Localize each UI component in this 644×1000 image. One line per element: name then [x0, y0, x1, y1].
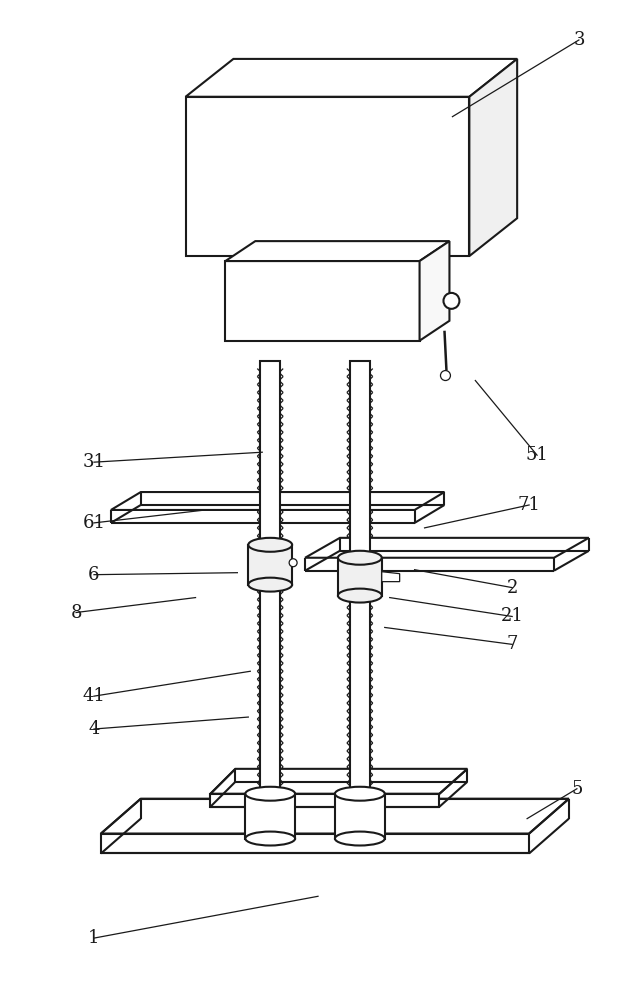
Ellipse shape: [338, 551, 382, 565]
Ellipse shape: [245, 832, 295, 846]
Text: 7: 7: [506, 635, 518, 653]
Polygon shape: [249, 545, 292, 585]
Polygon shape: [225, 241, 450, 261]
Ellipse shape: [245, 787, 295, 801]
Polygon shape: [211, 794, 439, 807]
Polygon shape: [101, 834, 529, 853]
Text: 8: 8: [70, 604, 82, 622]
Polygon shape: [211, 769, 468, 794]
Polygon shape: [382, 572, 400, 582]
Ellipse shape: [335, 787, 384, 801]
Ellipse shape: [440, 371, 450, 381]
Text: 2: 2: [506, 579, 518, 597]
Ellipse shape: [249, 538, 292, 552]
Text: 31: 31: [82, 453, 106, 471]
Polygon shape: [305, 538, 589, 558]
Text: 71: 71: [518, 496, 540, 514]
Ellipse shape: [249, 578, 292, 592]
Text: 21: 21: [501, 607, 524, 625]
Polygon shape: [245, 794, 295, 839]
Ellipse shape: [335, 832, 384, 846]
Polygon shape: [338, 558, 382, 596]
Text: 5: 5: [571, 780, 583, 798]
Text: 1: 1: [88, 929, 100, 947]
Polygon shape: [350, 361, 370, 794]
Text: 6: 6: [88, 566, 100, 584]
Text: 3: 3: [573, 31, 585, 49]
Text: 61: 61: [82, 514, 106, 532]
Ellipse shape: [444, 293, 459, 309]
Ellipse shape: [338, 589, 382, 603]
Polygon shape: [185, 59, 517, 97]
Polygon shape: [185, 97, 469, 256]
Polygon shape: [225, 261, 420, 341]
Polygon shape: [101, 799, 569, 834]
Polygon shape: [260, 361, 280, 794]
Polygon shape: [420, 241, 450, 341]
Text: 41: 41: [82, 687, 106, 705]
Text: 4: 4: [88, 720, 100, 738]
Polygon shape: [469, 59, 517, 256]
Polygon shape: [111, 492, 444, 510]
Ellipse shape: [289, 559, 297, 567]
Polygon shape: [335, 794, 384, 839]
Text: 51: 51: [526, 446, 549, 464]
